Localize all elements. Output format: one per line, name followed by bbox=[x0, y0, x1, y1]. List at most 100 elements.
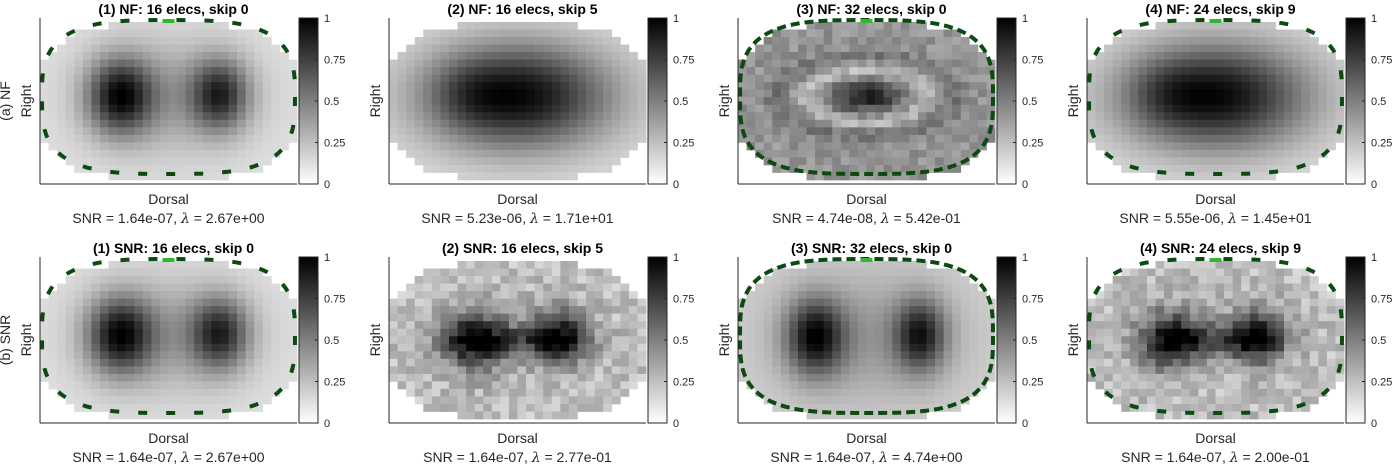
heatmap-cell bbox=[628, 373, 638, 382]
heatmap-cell bbox=[926, 44, 936, 53]
heatmap-cell bbox=[960, 373, 970, 382]
heatmap-cell bbox=[1241, 97, 1251, 106]
heatmap-cell bbox=[780, 268, 790, 277]
heatmap-cell bbox=[517, 97, 527, 106]
heatmap-cell bbox=[1129, 298, 1139, 307]
heatmap-cell bbox=[245, 82, 255, 91]
heatmap-cell bbox=[1266, 261, 1276, 269]
heatmap-cell bbox=[534, 67, 544, 76]
heatmap-cell bbox=[483, 343, 493, 352]
heatmap-cell bbox=[586, 358, 595, 367]
heatmap-cell bbox=[1146, 291, 1156, 300]
heatmap-cell bbox=[543, 164, 553, 173]
heatmap-cell bbox=[491, 343, 501, 352]
heatmap-cell bbox=[99, 164, 109, 173]
heatmap-cell bbox=[594, 381, 604, 390]
heatmap-cell bbox=[1138, 336, 1148, 345]
heatmap-cell bbox=[960, 104, 970, 113]
heatmap-cell bbox=[772, 343, 782, 352]
heatmap-cell bbox=[586, 142, 595, 151]
heatmap-cell bbox=[1164, 313, 1174, 322]
heatmap-cell bbox=[763, 343, 773, 352]
heatmap-cell bbox=[1258, 44, 1268, 53]
heatmap-cell bbox=[763, 82, 773, 91]
heatmap-cell bbox=[1215, 306, 1225, 315]
heatmap-cell bbox=[866, 22, 876, 30]
heatmap-cell bbox=[594, 44, 604, 53]
heatmap-cell bbox=[534, 74, 544, 83]
heatmap-cell bbox=[1232, 411, 1242, 420]
heatmap-cell bbox=[772, 52, 782, 61]
heatmap-cell bbox=[1309, 381, 1319, 390]
heatmap-cell bbox=[508, 112, 518, 121]
heatmap-cell bbox=[594, 119, 604, 128]
heatmap-cell bbox=[228, 328, 238, 337]
heatmap-cell bbox=[1224, 142, 1234, 151]
heatmap-cell bbox=[849, 44, 859, 53]
heatmap-cell bbox=[474, 343, 484, 352]
heatmap-cell bbox=[245, 89, 255, 98]
heatmap-cell bbox=[815, 411, 825, 420]
heatmap-cell bbox=[611, 298, 621, 307]
heatmap-cell bbox=[780, 388, 790, 397]
heatmap-cell bbox=[1198, 74, 1208, 83]
heatmap-cell bbox=[849, 22, 859, 30]
heatmap-cell bbox=[406, 313, 416, 322]
heatmap-cell bbox=[168, 283, 178, 292]
heatmap-cell bbox=[960, 313, 970, 322]
heatmap-cell bbox=[755, 82, 765, 91]
heatmap-cell bbox=[1172, 112, 1182, 121]
heatmap-cell bbox=[875, 74, 885, 83]
heatmap-cell bbox=[1275, 291, 1285, 300]
heatmap-cell bbox=[1146, 321, 1156, 330]
heatmap-cell bbox=[57, 82, 67, 91]
heatmap-cell bbox=[1309, 366, 1319, 375]
heatmap-cell bbox=[245, 298, 255, 307]
heatmap-cell bbox=[414, 298, 424, 307]
heatmap-cell bbox=[40, 343, 49, 352]
heatmap-cell bbox=[1232, 366, 1242, 375]
heatmap-cell bbox=[917, 261, 927, 269]
heatmap-cell bbox=[780, 283, 790, 292]
heatmap-cell bbox=[620, 112, 630, 121]
heatmap-cell bbox=[57, 67, 67, 76]
heatmap-cell bbox=[406, 134, 416, 143]
colorbar-tick-label: 0.75 bbox=[1022, 55, 1043, 67]
heatmap-cell bbox=[414, 104, 424, 113]
heatmap-cell bbox=[551, 89, 561, 98]
heatmap-cell bbox=[534, 328, 544, 337]
heatmap-cell bbox=[568, 306, 578, 315]
heatmap-cell bbox=[1301, 149, 1311, 158]
heatmap-cell bbox=[1258, 172, 1268, 181]
heatmap-cell bbox=[1258, 104, 1268, 113]
heatmap-cell bbox=[1309, 67, 1319, 76]
heatmap-cell bbox=[134, 388, 144, 397]
heatmap-cell bbox=[142, 358, 152, 367]
heatmap-cell bbox=[1104, 104, 1114, 113]
heatmap-cell bbox=[254, 291, 264, 300]
heatmap-cell bbox=[117, 381, 127, 390]
heatmap-cell bbox=[1284, 343, 1293, 352]
heatmap-cell bbox=[1292, 104, 1302, 113]
panel: (3) SNR: 32 elecs, skip 0RightDorsalSNR … bbox=[716, 240, 1043, 466]
heatmap-cell bbox=[1172, 82, 1182, 91]
heatmap-cell bbox=[628, 59, 638, 68]
heatmap-cell bbox=[1206, 336, 1216, 345]
heatmap-cell bbox=[1275, 157, 1285, 166]
heatmap-cell bbox=[543, 22, 553, 30]
heatmap-cell bbox=[1121, 97, 1131, 106]
heatmap-cell bbox=[1121, 306, 1131, 315]
heatmap-cell bbox=[637, 313, 647, 322]
heatmap-cell bbox=[517, 82, 527, 91]
heatmap-cell bbox=[1164, 283, 1174, 292]
heatmap-cell bbox=[125, 74, 135, 83]
heatmap-cell bbox=[466, 306, 476, 315]
heatmap-cell bbox=[746, 373, 756, 382]
heatmap-cell bbox=[151, 112, 161, 121]
heatmap-cell bbox=[202, 328, 212, 337]
heatmap-cell bbox=[245, 373, 255, 382]
heatmap-cell bbox=[755, 89, 765, 98]
heatmap-cell bbox=[457, 22, 467, 30]
heatmap-cell bbox=[543, 291, 553, 300]
